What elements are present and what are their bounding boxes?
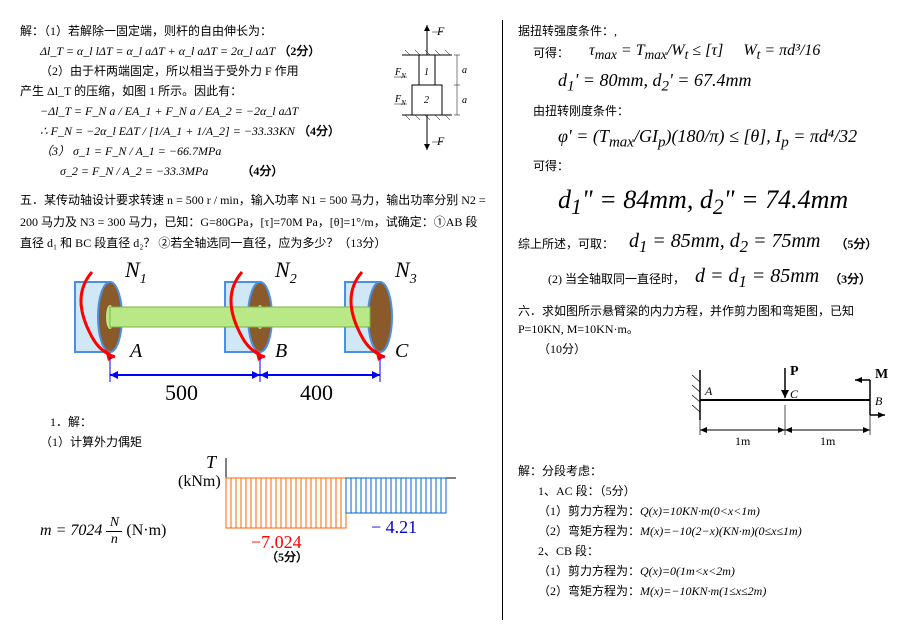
r-line5: (2) 当全轴取同一直径时，: [548, 270, 685, 288]
eq-r2: d1' = 80mm, d2' = 67.4mm: [558, 70, 900, 96]
svg-text:N2: N2: [274, 257, 297, 287]
eq1: Δl_T = α_l lΔT = α_l aΔT + α_l aΔT = 2α_…: [40, 44, 275, 58]
m-eq: m = 7024 N n (N·m): [40, 515, 166, 548]
A: A: [704, 384, 713, 398]
P: P: [790, 364, 799, 379]
eq-r5: d1 = 85mm, d2 = 75mm: [629, 230, 820, 257]
eq-r3: φ' = (Tmax/GIp)(180/π) ≤ [θ], Ip = πd⁴/3…: [558, 126, 900, 152]
eq5-row: σ_2 = F_N / A_2 = −33.3MPa （4分）: [40, 162, 487, 180]
a2: a: [462, 95, 467, 106]
s1a: （1）剪力方程为：Q(x)=10KN·m(0<x<1m): [538, 502, 900, 520]
rod-diagram: F 1 2 F FN FN a a: [367, 20, 487, 160]
pts-r1: （5分）: [835, 235, 877, 252]
one: 1: [424, 67, 429, 78]
pts3: （4分）: [241, 164, 283, 178]
len1: 1m: [735, 434, 751, 448]
r-line2: 由扭转刚度条件：: [533, 102, 900, 120]
s1: 1、AC 段：（5分）: [538, 482, 900, 500]
eq-r1a: τmax = Tmax/Wt ≤ [τ]: [589, 42, 723, 63]
len2: 1m: [820, 434, 836, 448]
right-column: 据扭转强度条件：, 可得： τmax = Tmax/Wt ≤ [τ] Wt = …: [518, 20, 900, 620]
left-column: 解：（1）若解除一固定端，则杆的自由伸长为： Δl_T = α_l lΔT = …: [20, 20, 487, 620]
label-B: B: [275, 340, 287, 362]
shaft-diagram: N1 N2 N3 A B C 500 400: [20, 257, 460, 407]
len1: 500: [165, 380, 198, 405]
sol1-header: 1．解：: [50, 413, 487, 431]
f-bot-label: F: [436, 134, 445, 148]
sol6-header: 解：分段考虑：: [518, 462, 900, 480]
r-line3: 可得：: [533, 157, 900, 175]
s2a: （1）剪力方程为：Q(x)=0(1m<x<2m): [538, 562, 900, 580]
eq-r6: d = d1 = 85mm: [695, 265, 819, 292]
pts6: （10分）: [538, 340, 900, 358]
torque-diagram: T (kNm) −7.024 − 4.21 （5分）: [176, 453, 456, 563]
pts-r2: （3分）: [829, 270, 871, 287]
M: M: [875, 367, 888, 382]
pts4: （5分）: [266, 549, 308, 563]
sol1-line1: （1）计算外力偶矩: [40, 433, 487, 451]
problem6: 六．求如图所示悬臂梁的内力方程，并作剪力图和弯矩图，已知 P=10KN, M=1…: [518, 302, 900, 338]
svg-text:FN: FN: [394, 94, 406, 107]
problem6-block: 六．求如图所示悬臂梁的内力方程，并作剪力图和弯矩图，已知 P=10KN, M=1…: [518, 302, 900, 358]
f-top-label: F: [436, 24, 445, 38]
r-line4: 综上所述，可取：: [518, 235, 614, 253]
column-divider: [502, 20, 503, 620]
val2: − 4.21: [371, 517, 417, 537]
s2: 2、CB 段：: [538, 542, 900, 560]
svg-text:N1: N1: [124, 257, 147, 287]
unit-label: (kNm): [178, 473, 221, 490]
r-line1b: 可得：: [533, 44, 569, 62]
a1: a: [462, 65, 467, 76]
r-line1: 据扭转强度条件：,: [518, 22, 900, 40]
problem5: 五．某传动轴设计要求转速 n = 500 r / min，输入功率 N1 = 5…: [20, 190, 487, 255]
label-C: C: [395, 340, 409, 362]
B: B: [875, 394, 883, 408]
pts1: （2分）: [278, 44, 320, 58]
len2: 400: [300, 380, 333, 405]
pts2: （4分）: [298, 124, 340, 138]
svg-text:N3: N3: [394, 257, 417, 287]
T-label: T: [206, 453, 218, 472]
eq-r1b: Wt = πd³/16: [743, 42, 820, 63]
two: 2: [424, 95, 429, 106]
eq-r4: d1" = 84mm, d2" = 74.4mm: [558, 185, 900, 220]
svg-text:FN: FN: [394, 67, 406, 80]
label-A: A: [128, 340, 143, 362]
s2b: （2）弯矩方程为：M(x)=−10KN·m(1≤x≤2m): [538, 582, 900, 600]
eq5: σ_2 = F_N / A_2 = −33.3MPa: [60, 164, 208, 178]
beam-diagram: P M A C B 1m 1m: [680, 360, 900, 460]
val1: −7.024: [251, 532, 302, 552]
s1b: （2）弯矩方程为：M(x)=−10(2−x)(KN·m)(0≤x≤1m): [538, 522, 900, 540]
eq3: ∴ F_N = −2α_l EΔT / [1/A_1 + 1/A_2] = −3…: [40, 124, 295, 138]
C: C: [790, 387, 799, 401]
